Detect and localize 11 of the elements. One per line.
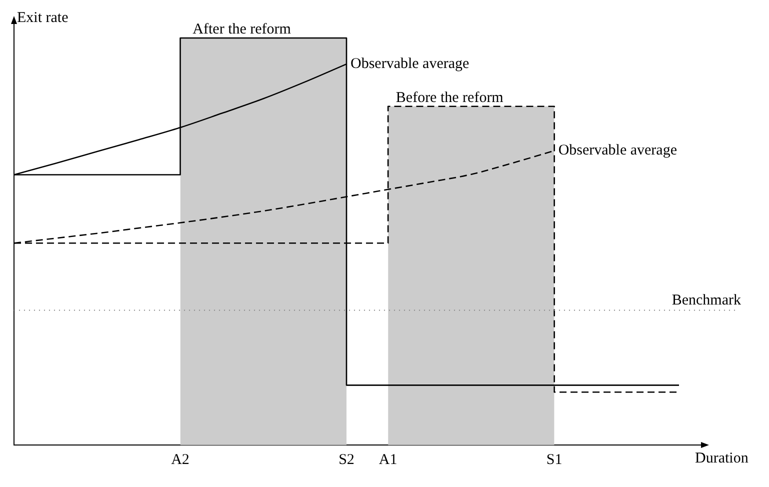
y-axis-title: Exit rate xyxy=(17,10,69,26)
x-tick-label: S2 xyxy=(338,452,354,468)
x-tick-label: A2 xyxy=(171,452,190,468)
x-axis-title: Duration xyxy=(695,450,749,466)
x-tick-label: A1 xyxy=(378,452,398,468)
series-label: Before the reform xyxy=(396,90,504,106)
ref-line-label: Benchmark xyxy=(672,292,742,309)
series-label: Observable average xyxy=(350,56,470,72)
series-label: After the reform xyxy=(192,21,292,38)
series-label: Observable average xyxy=(558,142,678,159)
x-tick-label: S1 xyxy=(546,452,562,468)
